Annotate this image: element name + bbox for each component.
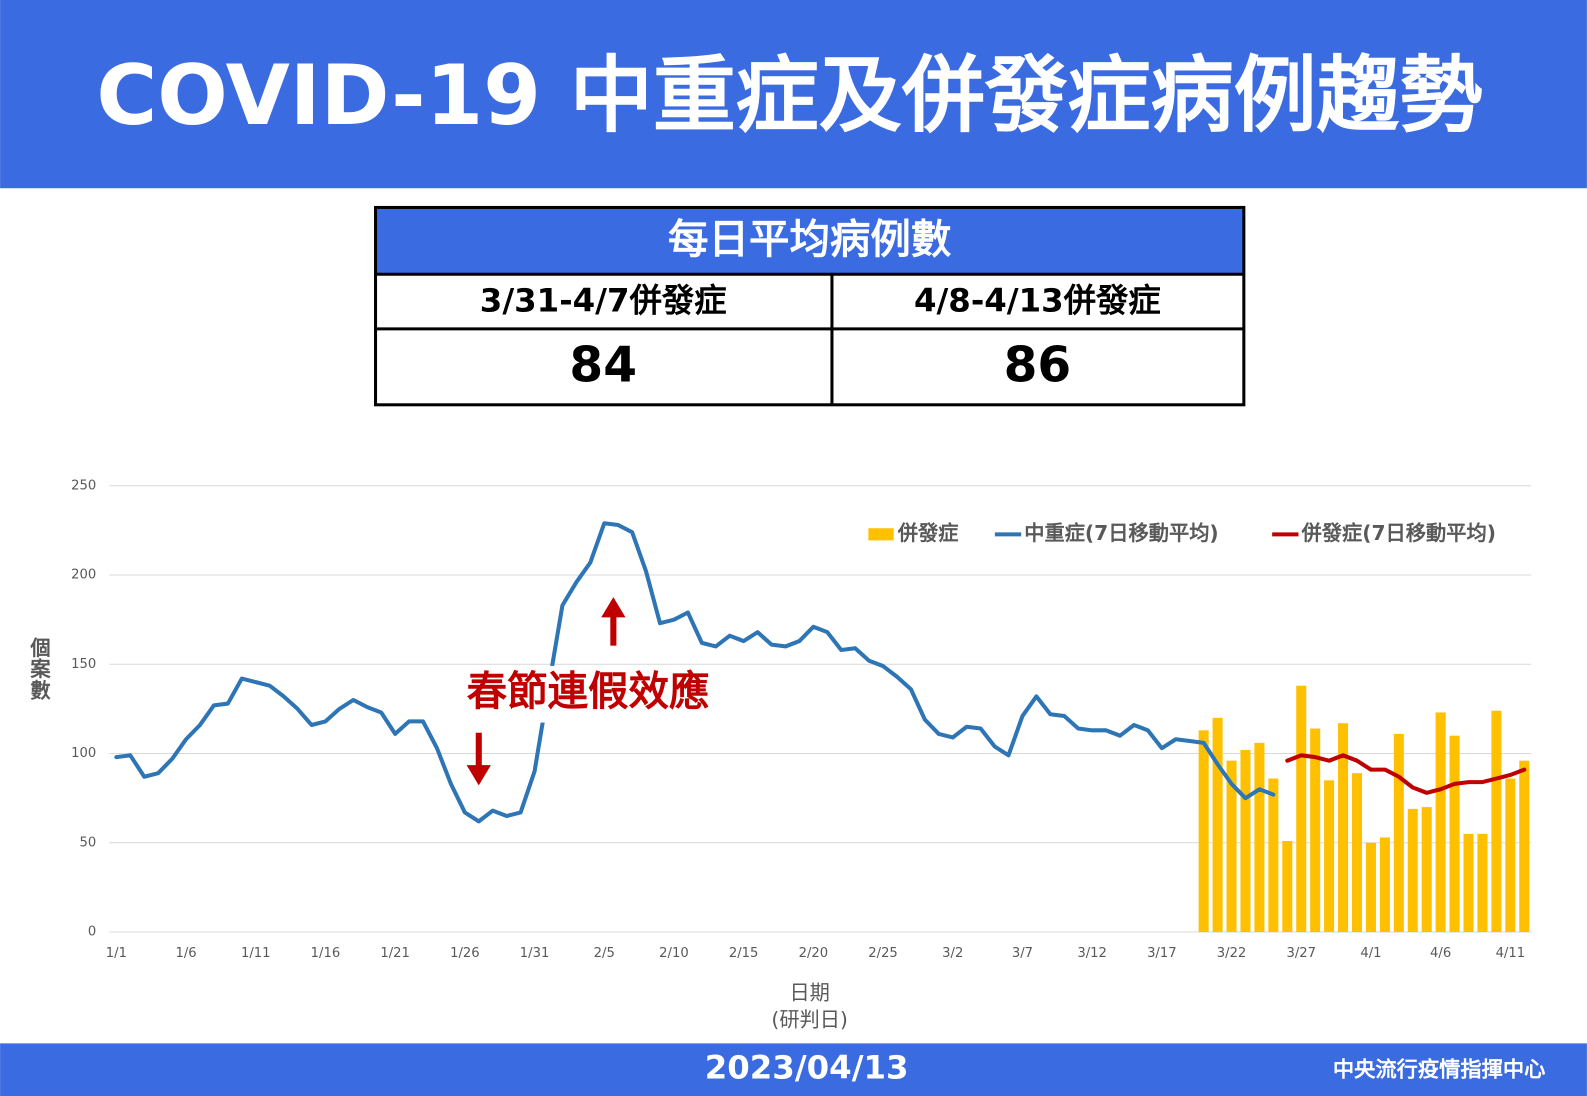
bar xyxy=(1351,773,1363,933)
bar xyxy=(1505,778,1516,933)
y-tick-label: 0 xyxy=(88,925,96,940)
bar xyxy=(1296,685,1307,933)
x-tick-label: 3/7 xyxy=(1012,946,1033,961)
table-title: 每日平均病例數 xyxy=(668,215,952,263)
bar xyxy=(1365,842,1376,933)
table-header: 3/31-4/7併發症 xyxy=(480,282,727,320)
x-tick-label: 1/11 xyxy=(241,946,271,961)
bar xyxy=(1310,728,1321,933)
legend-label: 併發症 xyxy=(897,521,959,545)
table-header: 4/8-4/13併發症 xyxy=(914,282,1161,320)
x-axis-title: (研判日) xyxy=(771,1008,848,1032)
x-tick-label: 1/1 xyxy=(106,946,127,961)
x-tick-label: 3/2 xyxy=(942,946,963,961)
bar xyxy=(1519,760,1530,933)
annotation-bg xyxy=(437,665,741,723)
x-tick-label: 4/6 xyxy=(1430,946,1451,961)
bar xyxy=(1212,717,1223,933)
x-tick-label: 2/5 xyxy=(594,946,615,961)
y-tick-label: 50 xyxy=(79,835,96,850)
x-tick-label: 4/1 xyxy=(1360,946,1381,961)
bar xyxy=(1226,760,1237,933)
x-tick-label: 3/12 xyxy=(1077,946,1107,961)
bar xyxy=(1421,807,1432,933)
x-tick-label: 1/26 xyxy=(450,946,480,961)
x-tick-label: 3/22 xyxy=(1217,946,1247,961)
legend-label: 中重症(7日移動平均) xyxy=(1024,521,1218,545)
x-tick-label: 1/16 xyxy=(311,946,341,961)
bar xyxy=(1282,841,1293,933)
bar xyxy=(1491,710,1502,933)
annotation: 春節連假效應 xyxy=(467,667,710,715)
x-tick-label: 2/25 xyxy=(868,946,898,961)
x-tick-label: 2/15 xyxy=(729,946,759,961)
summary-table: 每日平均病例數 3/31-4/7併發症 4/8-4/13併發症 84 86 xyxy=(374,205,1246,407)
x-tick-label: 1/31 xyxy=(520,946,550,961)
table-value: 86 xyxy=(1004,337,1072,393)
bar xyxy=(1407,808,1418,933)
legend-label: 併發症(7日移動平均) xyxy=(1301,521,1496,545)
bar xyxy=(1324,780,1335,933)
y-axis-title: 個案數 xyxy=(27,636,51,701)
bar xyxy=(1449,735,1460,933)
table-value: 84 xyxy=(569,337,637,393)
y-tick-label: 100 xyxy=(71,746,96,761)
bar xyxy=(1463,833,1474,933)
plot: 0 50 100 150 200 250 1/1 1/6 1/11 1/16 1/21 1/26 1/3… xyxy=(71,478,1532,961)
annotation-arrow-head xyxy=(601,597,626,618)
table-border xyxy=(374,205,1246,407)
x-tick-label: 1/6 xyxy=(175,946,196,961)
footer-date: 2023/04/13 xyxy=(705,1049,909,1087)
bar xyxy=(1240,749,1251,933)
x-tick-label: 3/27 xyxy=(1286,946,1316,961)
x-tick-label: 1/21 xyxy=(380,946,410,961)
table-title-cell xyxy=(375,207,1244,275)
bar xyxy=(1379,837,1390,933)
bar xyxy=(1254,742,1265,933)
y-axis-title-text: 個案數 xyxy=(27,636,51,701)
bar xyxy=(1435,712,1446,933)
x-tick-label: 2/20 xyxy=(799,946,829,961)
line xyxy=(114,521,1276,824)
page-title: COVID-19 中重症及併發症病例趨勢 xyxy=(96,47,1482,144)
x-tick-label: 2/10 xyxy=(659,946,689,961)
footer-org: 中央流行疫情指揮中心 xyxy=(1333,1057,1546,1083)
bar xyxy=(1477,833,1488,933)
bar xyxy=(1268,778,1279,933)
bar xyxy=(1338,723,1349,933)
annotation-arrow-head xyxy=(466,765,491,786)
y-tick-label: 250 xyxy=(71,478,96,493)
x-axis-title: 日期 xyxy=(789,980,829,1004)
x-tick-label: 3/17 xyxy=(1147,946,1177,961)
header-bar xyxy=(0,0,1587,189)
line xyxy=(1285,753,1527,795)
bar xyxy=(1393,733,1404,933)
y-tick-label: 150 xyxy=(71,657,96,672)
x-tick-label: 4/11 xyxy=(1496,946,1526,961)
y-tick-label: 200 xyxy=(71,568,96,583)
bar xyxy=(1198,730,1209,933)
footer-bar xyxy=(0,1043,1587,1096)
legend-swatch xyxy=(868,528,894,541)
